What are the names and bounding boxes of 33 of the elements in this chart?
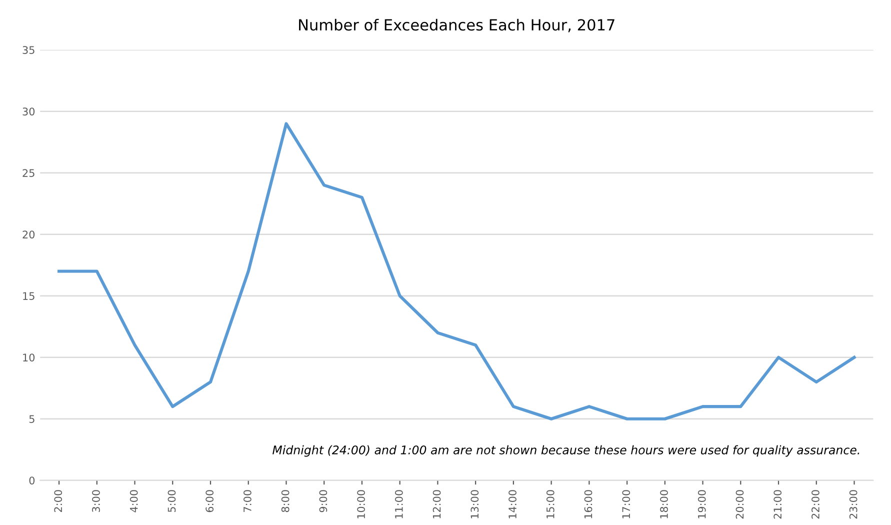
y-tick-label: 5 — [29, 415, 34, 423]
y-tick-label: 0 — [29, 476, 35, 484]
x-tick-label: 12:00 — [432, 490, 441, 518]
x-tick-label: 21:00 — [774, 490, 782, 519]
x-tick-label: 16:00 — [584, 490, 592, 518]
y-tick-label: 20 — [22, 230, 35, 238]
annotation: Midnight (24:00) and 1:00 am are not shown because these hours were used for quality assurance. — [272, 445, 860, 457]
x-tick-label: 2:00 — [54, 490, 62, 512]
y-tick-label: 25 — [22, 169, 34, 177]
x-tick-label: 13:00 — [470, 490, 479, 518]
line-series — [58, 122, 856, 420]
x-tick-label: 19:00 — [698, 490, 706, 518]
x-tick-label: 7:00 — [244, 490, 252, 512]
x-tick-label: 18:00 — [660, 490, 668, 518]
x-tick-label: 20:00 — [736, 490, 744, 519]
x-tick-label: 5:00 — [168, 490, 176, 512]
x-tick-label: 14:00 — [508, 490, 516, 518]
x-tick-label: 22:00 — [812, 490, 820, 519]
x-tick-label: 4:00 — [130, 490, 138, 512]
x-tick-label: 9:00 — [319, 490, 328, 512]
x-tick-label: 11:00 — [394, 490, 403, 518]
x-tick-label: 17:00 — [622, 490, 630, 518]
y-tick-label: 15 — [23, 292, 34, 300]
chart-title: Number of Exceedances Each Hour, 2017 — [299, 18, 614, 32]
x-tick-label: 23:00 — [849, 490, 858, 519]
x-tick-label: 3:00 — [92, 490, 100, 512]
y-tick-label: 10 — [23, 354, 35, 362]
y-tick-label: 35 — [22, 46, 34, 54]
x-tick-label: 6:00 — [206, 490, 214, 512]
x-tick-label: 15:00 — [546, 490, 554, 518]
x-tick-label: 8:00 — [281, 490, 290, 512]
y-tick-label: 30 — [22, 108, 35, 116]
x-tick-label: 10:00 — [357, 490, 365, 518]
